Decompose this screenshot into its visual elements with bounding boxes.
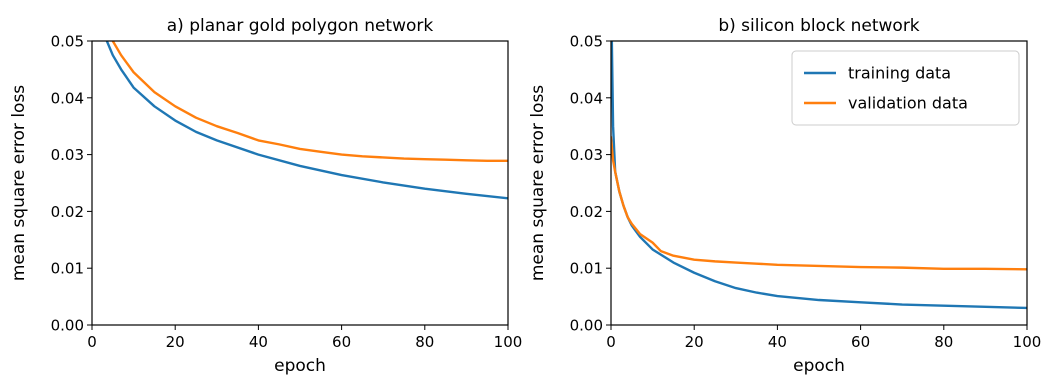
x-tick-label: 20 <box>166 333 185 351</box>
legend-label: training data <box>848 64 951 83</box>
series-line-training-data <box>105 41 508 200</box>
x-tick-label: 60 <box>332 333 351 351</box>
x-tick-label: 80 <box>415 333 434 351</box>
y-tick-label: 0.01 <box>570 260 603 278</box>
legend: training data validation data <box>791 50 1020 126</box>
y-tick-label: 0.05 <box>51 33 84 51</box>
x-tick-label: 80 <box>934 333 953 351</box>
x-tick-label: 100 <box>494 333 523 351</box>
y-tick-label: 0.05 <box>570 33 603 51</box>
y-tick-label: 0.02 <box>570 203 603 221</box>
y-tick-label: 0.04 <box>570 89 603 107</box>
chart-title: a) planar gold polygon network <box>167 16 434 36</box>
y-tick-label: 0.04 <box>51 89 84 107</box>
series-line-validation-data <box>611 136 1027 271</box>
series-line-validation-data <box>111 41 508 163</box>
y-axis-label: mean square error loss <box>9 85 29 281</box>
chart-panel-b: 0 20 40 60 80 100 0.00 0.01 0.02 0.03 0.04 0.05 b) s… <box>528 16 1042 376</box>
plot-frame <box>610 40 1028 326</box>
x-tick-label: 60 <box>851 333 870 351</box>
chart-title: b) silicon block network <box>718 16 919 36</box>
x-tick-label: 40 <box>768 333 787 351</box>
legend-label: validation data <box>848 94 968 113</box>
y-tick-label: 0.01 <box>51 260 84 278</box>
x-axis-label: epoch <box>793 356 845 376</box>
legend-box <box>791 50 1020 126</box>
plot-frame <box>91 40 509 326</box>
y-axis-label: mean square error loss <box>528 85 548 281</box>
x-axis-label: epoch <box>274 356 326 376</box>
y-tick-label: 0.03 <box>570 146 603 164</box>
x-tick-label: 20 <box>685 333 704 351</box>
y-tick-label: 0.00 <box>570 317 603 335</box>
x-tick-label: 0 <box>606 333 616 351</box>
x-tick-label: 0 <box>87 333 97 351</box>
x-tick-label: 40 <box>249 333 268 351</box>
x-tick-label: 100 <box>1013 333 1042 351</box>
chart-panel-a: 0 20 40 60 80 100 0.00 0.01 0.02 0.03 0.04 0.05 a) p… <box>9 16 523 376</box>
series-line-training-data <box>611 41 1027 310</box>
y-tick-label: 0.00 <box>51 317 84 335</box>
y-tick-label: 0.03 <box>51 146 84 164</box>
y-tick-label: 0.02 <box>51 203 84 221</box>
